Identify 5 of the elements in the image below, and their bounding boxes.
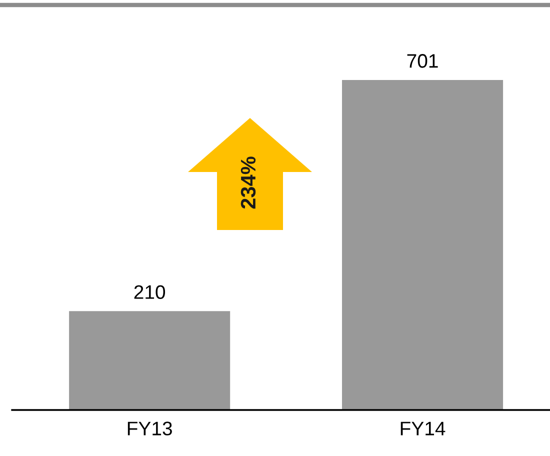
x-tick-label: FY13 bbox=[128, 422, 172, 436]
x-tick-label: FY14 bbox=[400, 422, 446, 436]
annotation: 234% bbox=[240, 156, 256, 209]
data-label: 210 bbox=[134, 285, 166, 299]
data-label: 701 bbox=[407, 54, 438, 68]
